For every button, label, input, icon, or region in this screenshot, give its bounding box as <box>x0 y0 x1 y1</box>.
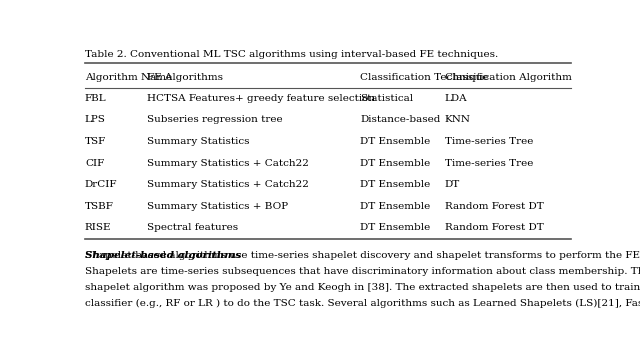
Text: Summary Statistics: Summary Statistics <box>147 137 250 146</box>
Text: Statistical: Statistical <box>360 94 413 103</box>
Text: TSF: TSF <box>85 137 106 146</box>
Text: Summary Statistics + Catch22: Summary Statistics + Catch22 <box>147 159 309 168</box>
Text: Shapelets are time-series subsequences that have discriminatory information abou: Shapelets are time-series subsequences t… <box>85 267 640 276</box>
Text: Classification Algorithm: Classification Algorithm <box>445 73 572 82</box>
Text: DT: DT <box>445 180 460 189</box>
Text: classifier (e.g., RF or LR ) to do the TSC task. Several algorithms such as Lear: classifier (e.g., RF or LR ) to do the T… <box>85 298 640 308</box>
Text: FBL: FBL <box>85 94 107 103</box>
Text: KNN: KNN <box>445 116 470 125</box>
Text: CIF: CIF <box>85 159 104 168</box>
Text: Random Forest DT: Random Forest DT <box>445 223 543 232</box>
Text: DT Ensemble: DT Ensemble <box>360 223 431 232</box>
Text: DT Ensemble: DT Ensemble <box>360 180 431 189</box>
Text: Summary Statistics + Catch22: Summary Statistics + Catch22 <box>147 180 309 189</box>
Text: RISE: RISE <box>85 223 111 232</box>
Text: LDA: LDA <box>445 94 467 103</box>
Text: Random Forest DT: Random Forest DT <box>445 202 543 211</box>
Text: Shapelet-based algorithms use time-series shapelet discovery and shapelet transf: Shapelet-based algorithms use time-serie… <box>85 251 640 260</box>
Text: LPS: LPS <box>85 116 106 125</box>
Text: Algorithm Name: Algorithm Name <box>85 73 172 82</box>
Text: Summary Statistics + BOP: Summary Statistics + BOP <box>147 202 288 211</box>
Text: Spectral features: Spectral features <box>147 223 238 232</box>
Text: Classification Technique: Classification Technique <box>360 73 488 82</box>
Text: shapelet algorithm was proposed by Ye and Keogh in [38]. The extracted shapelets: shapelet algorithm was proposed by Ye an… <box>85 283 640 292</box>
Text: DT Ensemble: DT Ensemble <box>360 137 431 146</box>
Text: Time-series Tree: Time-series Tree <box>445 159 533 168</box>
Text: TSBF: TSBF <box>85 202 114 211</box>
Text: Time-series Tree: Time-series Tree <box>445 137 533 146</box>
Text: Subseries regression tree: Subseries regression tree <box>147 116 283 125</box>
Text: Shapelet-based algorithms: Shapelet-based algorithms <box>85 251 241 260</box>
Text: DT Ensemble: DT Ensemble <box>360 159 431 168</box>
Text: HCTSA Features+ greedy feature selection: HCTSA Features+ greedy feature selection <box>147 94 375 103</box>
Text: Distance-based: Distance-based <box>360 116 440 125</box>
Text: DT Ensemble: DT Ensemble <box>360 202 431 211</box>
Text: FE Algorithms: FE Algorithms <box>147 73 223 82</box>
Text: Table 2. Conventional ML TSC algorithms using interval-based FE techniques.: Table 2. Conventional ML TSC algorithms … <box>85 50 498 59</box>
Text: DrCIF: DrCIF <box>85 180 118 189</box>
